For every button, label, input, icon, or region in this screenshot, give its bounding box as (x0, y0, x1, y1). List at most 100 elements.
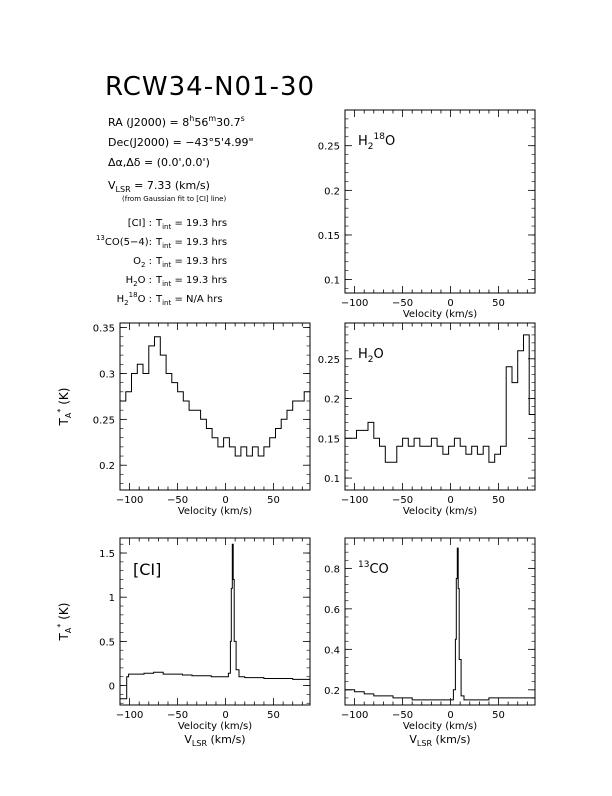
y-tick-label: 1 (109, 593, 115, 604)
x-tick-label: 50 (492, 710, 505, 721)
y-tick-label: 0.25 (93, 415, 115, 426)
x-tick-label: −100 (341, 710, 368, 721)
x-axis-label: Velocity (km/s) (403, 506, 477, 517)
spectra-panels: −100 −50 0 50 0.1 0.15 0.2 0.25 Velocity (km/s) H… (56, 109, 536, 748)
svg-text:Tint = N/A hrs: Tint = N/A hrs (155, 294, 223, 307)
y-tick-label: 0.3 (99, 369, 115, 380)
y-tick-label: 0.2 (324, 186, 340, 197)
int-ci-label: [CI] : (128, 218, 152, 229)
spectrum-line (345, 334, 536, 463)
svg-text:VLSR = 7.33 (km/s): VLSR = 7.33 (km/s) (108, 179, 210, 194)
svg-text:Tint = 19.3 hrs: Tint = 19.3 hrs (155, 275, 227, 288)
panel-13co: −100 −50 0 50 0.2 0.4 0.6 0.8 Velocity (km/s)VLS… (324, 537, 536, 748)
y-tick-label: 0.4 (324, 645, 340, 656)
y-tick-label: 0.1 (324, 276, 340, 287)
x-tick-label: −50 (167, 495, 188, 506)
vlsr-note: (from Gaussian fit to [CI] line) (122, 195, 226, 203)
ra-label: RA (J2000) (108, 116, 166, 129)
y-axis-label: TA* (K) (56, 603, 73, 642)
y-tick-label: 0.5 (99, 637, 115, 648)
y-tick-label: 0.25 (318, 355, 340, 366)
panel-ci-wide: −100 −50 0 50 0.2 0.25 0.3 0.35 Velocity (km/s) T… (56, 322, 311, 517)
x-axis-label: Velocity (km/s) (403, 721, 477, 732)
ra-hours: 8 (182, 116, 189, 129)
x-tick-label: −50 (392, 298, 413, 309)
plot-frame (119, 537, 311, 706)
int-13co-label: CO(5−4): (105, 237, 152, 248)
svg-text:Δα,Δδ = (0.0',0.0'): Δα,Δδ = (0.0',0.0') (108, 156, 210, 169)
x-tick-label: −50 (392, 495, 413, 506)
x-axis-label: Velocity (km/s) (178, 506, 252, 517)
spectrum-line (345, 547, 535, 701)
svg-text:Tint = 19.3 hrs: Tint = 19.3 hrs (155, 218, 227, 231)
panel-h2o: −100 −50 0 50 0.1 0.15 0.2 0.25 Velocity (km/s) H… (318, 322, 536, 517)
ra-minutes: 56 (194, 116, 208, 129)
y-tick-label: 0.15 (318, 231, 340, 242)
int-h2o-label: : (149, 275, 152, 286)
plot-frame (344, 537, 536, 706)
panel-title: H2O (358, 347, 384, 365)
x-tick-label: −50 (167, 710, 188, 721)
svg-text:H218O :: H218O : (117, 291, 152, 307)
y-tick-label: 1.5 (99, 549, 115, 560)
svg-text:O2 :: O2 : (133, 256, 152, 269)
int-o2-value: = 19.3 hrs (174, 256, 227, 267)
y-tick-label: 0.8 (324, 564, 340, 575)
int-h218o-label: : (149, 294, 152, 305)
panel-title: 13CO (358, 560, 389, 577)
x-tick-label: −100 (341, 298, 368, 309)
y-tick-label: 0.2 (324, 395, 340, 406)
vlsr-axis-label: VLSR (km/s) (409, 733, 470, 748)
int-ci-value: = 19.3 hrs (174, 218, 227, 229)
y-tick-label: 0.2 (324, 686, 340, 697)
dec-value: −43°5'4.99" (185, 136, 253, 149)
x-tick-label: 0 (222, 710, 228, 721)
int-13co-value: = 19.3 hrs (174, 237, 227, 248)
svg-text:RA (J2000) = 8h5: RA (J2000) = 8h56m30.7s (108, 114, 245, 129)
int-o2-label: : (149, 256, 152, 267)
y-axis-label: TA* (K) (56, 388, 73, 427)
x-tick-label: −100 (341, 495, 368, 506)
dec-label: Dec(J2000) (108, 136, 169, 149)
spectrum-line (120, 543, 310, 700)
x-tick-label: −100 (116, 495, 143, 506)
plot-frame (119, 322, 311, 491)
y-tick-label: 0.25 (318, 142, 340, 153)
x-tick-label: 0 (447, 298, 453, 309)
source-title: RCW34-N01-30 (105, 72, 315, 102)
panel-ci: −100 −50 0 50 0 0.5 1 1.5 Velocity (km/s)VLSR (k… (56, 537, 311, 748)
svg-text:13CO(5−4):: 13CO(5−4): (96, 234, 152, 248)
panel-h218o: −100 −50 0 50 0.1 0.15 0.2 0.25 Velocity (km/s) H… (318, 109, 536, 320)
x-tick-label: 50 (267, 710, 280, 721)
panel-title: H218O (358, 132, 395, 152)
x-axis-label: Velocity (km/s) (403, 309, 477, 320)
x-tick-label: 0 (447, 495, 453, 506)
x-tick-label: −100 (116, 710, 143, 721)
x-axis-label: Velocity (km/s) (178, 721, 252, 732)
vlsr-value: = 7.33 (km/s) (134, 179, 210, 192)
svg-text:Tint = 19.3 hrs: Tint = 19.3 hrs (155, 256, 227, 269)
y-tick-label: 0.15 (318, 434, 340, 445)
vlsr-axis-label: VLSR (km/s) (184, 733, 245, 748)
y-tick-label: 0 (109, 682, 115, 693)
x-tick-label: 0 (447, 710, 453, 721)
source-info: RA (J2000) = 8h56m30.7s Dec(J2000) = −43… (96, 114, 254, 307)
y-tick-label: 0.35 (93, 324, 115, 335)
x-tick-label: 50 (492, 495, 505, 506)
x-tick-label: 50 (267, 495, 280, 506)
plot-frame (344, 109, 536, 294)
panel-title: [CI] (133, 560, 161, 579)
svg-text:Tint = 19.3 hrs: Tint = 19.3 hrs (155, 237, 227, 250)
x-tick-label: 50 (492, 298, 505, 309)
offset-value: (0.0',0.0') (157, 156, 210, 169)
y-tick-label: 0.6 (324, 605, 340, 616)
x-tick-label: 0 (222, 495, 228, 506)
svg-text:Dec(J2000) = −43: Dec(J2000) = −43°5'4.99" (108, 136, 254, 149)
ra-seconds: 30.7 (216, 116, 241, 129)
spectrum-line (120, 336, 310, 457)
int-h2o-value: = 19.3 hrs (174, 275, 227, 286)
y-tick-label: 0.1 (324, 474, 340, 485)
y-tick-label: 0.2 (99, 461, 115, 472)
